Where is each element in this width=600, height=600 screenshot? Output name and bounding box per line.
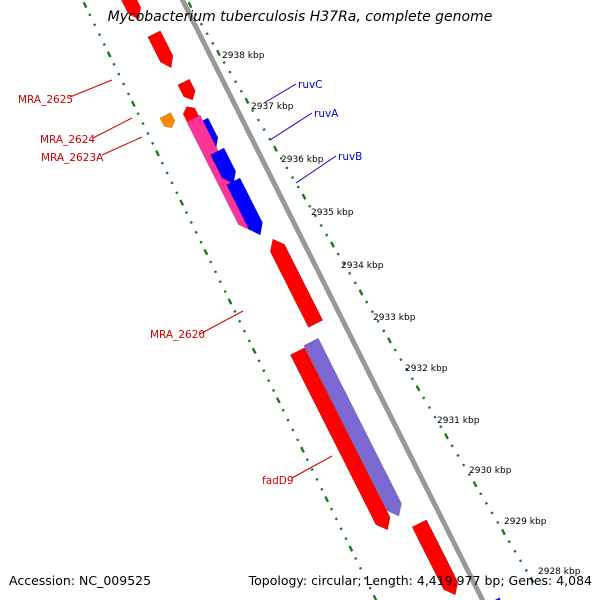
inner-tick-line — [82, 1, 378, 600]
gene-label-connector — [295, 155, 337, 184]
gene-label-connector — [269, 112, 313, 141]
tick-label: 2932 kbp — [405, 364, 448, 374]
tick-label: 2936 kbp — [281, 155, 324, 165]
tick-label: 2935 kbp — [311, 208, 354, 218]
gene-label: MRA_2624 — [40, 134, 95, 146]
tick-label: 2930 kbp — [469, 466, 512, 476]
gene-label-connector — [291, 455, 333, 479]
gene-arrow-red-long — [289, 347, 391, 531]
gene-label-connector — [101, 136, 143, 156]
gene-arrow-fadd9 — [303, 337, 402, 517]
gene-label: ruvC — [298, 79, 323, 91]
tick-label: 2931 kbp — [437, 416, 480, 426]
gene-label: MRA_2623A — [41, 152, 104, 164]
gene-label-connector — [92, 117, 133, 139]
gene-label-connector — [263, 83, 297, 104]
gene-arrow-red-bottom — [411, 519, 459, 596]
tick-label: 2933 kbp — [373, 313, 416, 323]
gene-label: ruvB — [338, 151, 362, 163]
map-title: Mycobacterium tuberculosis H37Ra, comple… — [107, 9, 493, 25]
tick-label: 2938 kbp — [222, 51, 265, 61]
tick-label: 2934 kbp — [341, 261, 384, 271]
gene-label-connector — [199, 310, 244, 335]
backbone-layer — [179, 0, 486, 600]
tick-marks-layer — [82, 1, 535, 600]
tick-label: 2929 kbp — [504, 517, 547, 527]
gene-label-connector — [69, 79, 113, 98]
gene-arrow-mra-2625 — [147, 30, 174, 69]
gene-arrow-mra-2625b — [177, 78, 196, 101]
outer-tick-line — [187, 1, 535, 584]
gene-box-mra-2623a — [159, 112, 176, 129]
labels-layer: 2938 kbp 2937 kbp 2936 kbp 2935 kbp 2934 kbp… — [18, 51, 581, 577]
gene-label: fadD9 — [262, 475, 294, 487]
gene-label: MRA_2620 — [150, 329, 205, 341]
gene-arrow-ruvb — [226, 177, 263, 236]
backbone-line — [179, 0, 486, 600]
tick-label: 2928 kbp — [538, 567, 581, 577]
accession-text: Accession: NC_009525 — [9, 573, 152, 588]
tick-label: 2937 kbp — [251, 102, 294, 112]
gene-label: ruvA — [314, 108, 339, 120]
gene-arrow-ruva — [210, 147, 236, 184]
gene-arrow-mra-2620 — [269, 238, 324, 328]
gene-label: MRA_2625 — [18, 94, 73, 106]
gene-arrow-blue-bottom — [494, 597, 501, 600]
topology-text: Topology: circular; Length: 4,419,977 bp… — [248, 573, 592, 588]
gene-arrow-mra-2626 — [121, 0, 142, 20]
genes-layer — [121, 0, 501, 600]
